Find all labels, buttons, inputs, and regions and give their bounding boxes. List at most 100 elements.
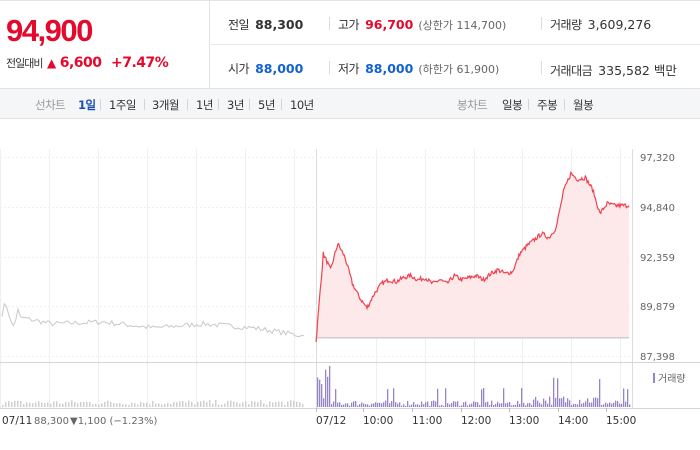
volume-bar [443,405,445,407]
volume-bar [381,403,383,407]
volume-bar-prev [260,400,262,407]
volume-bar [569,400,571,407]
volume-bar-prev [98,404,100,407]
price-block: 94,900 전일대비 ▲ 6,600 +7.47% [0,1,210,89]
volume-bar [399,402,401,407]
volume-bar [427,401,429,407]
today-price-line [315,170,630,342]
candle-tab-daily[interactable]: 일봉 [502,98,523,112]
volume-bar [467,405,469,407]
volume-bar-prev [188,400,190,407]
volume-bar [449,404,451,407]
volume-bar-prev [164,403,166,407]
volume-bar-prev [32,403,34,407]
change-line: 전일대비 ▲ 6,600 +7.47% [6,55,169,71]
volume-bar-prev [38,401,40,407]
volume-bar [599,379,601,407]
volume-bar-prev [47,402,49,407]
volume-bar-prev [236,402,238,407]
volume-bar [457,401,459,407]
volume-bar-prev [122,404,124,407]
period-tab-10y[interactable]: 10년 [290,98,314,112]
volume-bar [373,403,375,407]
volume-bar [419,405,421,407]
volume-bar-prev [302,403,304,407]
y-tick-label: 89,879 [640,302,675,313]
volume-bar [441,404,443,407]
candle-tab-weekly[interactable]: 주봉 [537,98,558,112]
period-tab-5y[interactable]: 5년 [258,98,275,112]
volume-bar-prev [134,403,136,407]
volume-bar [385,400,387,407]
volume-bar [509,402,511,407]
price-chart[interactable]: 97,320 94,840 92,359 89,879 87,398 07/11 88,3… [0,119,700,450]
volume-bar-prev [296,401,298,407]
volume-bar [545,400,547,407]
volume-bar-prev [17,400,19,407]
volume-bar-prev [179,401,181,407]
volume-bar [375,402,377,407]
volume-bar [539,402,541,407]
volume-bar [353,401,355,407]
volume-bar-prev [272,402,274,407]
volume-bar-prev [221,404,223,407]
volume-bar-prev [53,401,55,407]
volume-bar-prev [257,402,259,407]
trade-value: 335,582 백만 [598,63,677,78]
volume-bar-prev [59,403,61,407]
volume-bar [395,402,397,407]
volume-bar [591,402,593,407]
volume-bar [601,404,603,407]
period-tab-1y[interactable]: 1년 [196,98,213,112]
volume-bar-prev [185,402,187,407]
volume-bar [511,405,513,407]
volume-value: 3,609,276 [587,17,652,32]
volume-bar [603,404,605,407]
change-amount: 6,600 [59,55,102,71]
volume-bar [363,403,365,407]
volume-bar-prev [23,403,25,407]
x-axis: 07/11 88,300 ▼1,100 (−1.23%) 07/12 10:00 11:0… [2,408,636,427]
volume-bar-prev [170,404,172,407]
period-tab-1w[interactable]: 1주일 [109,98,136,112]
volume-bar [521,388,523,407]
low-value: 88,000 [365,61,414,76]
candle-tab-monthly[interactable]: 월봉 [573,98,594,112]
volume-bar [617,400,619,407]
volume-bar-prev [41,402,43,407]
volume-bar [543,398,545,407]
volume-bar [491,400,493,407]
volume-bar [361,402,363,407]
volume-bar [415,404,417,407]
volume-bar [547,403,549,407]
volume-bar [507,402,509,407]
x-tick-label: 12:00 [461,415,491,427]
divider [281,99,282,110]
period-tab-3m[interactable]: 3개월 [152,98,179,112]
divider [249,99,250,110]
volume-bar [451,402,453,407]
volume-bar [471,403,473,407]
trade-value-label: 거래대금 [550,64,593,78]
volume-bar-prev [146,402,148,407]
current-price: 94,900 [6,13,93,48]
period-tab-1d[interactable]: 1일 [78,98,96,112]
volume-bar-prev [104,401,106,407]
volume-bar-prev [92,404,94,407]
line-chart-label: 선차트 [35,98,66,112]
prev-day-date-label: 07/11 [2,415,32,427]
volume-bar [367,404,369,407]
period-tab-3y[interactable]: 3년 [227,98,244,112]
prev-day-change-label: ▼1,100 (−1.23%) [70,416,158,427]
volume-bar [499,403,501,407]
volume-bar-prev [14,400,16,407]
x-tick-label: 13:00 [509,415,539,427]
volume-bar-prev [224,403,226,407]
volume-bar-prev [173,401,175,407]
volume-bar-prev [215,400,217,407]
divider [218,99,219,110]
volume-bar [351,402,353,407]
volume-bar-prev [68,402,70,407]
x-tick-label: 07/12 [316,415,346,427]
volume-bar-prev [209,400,211,407]
